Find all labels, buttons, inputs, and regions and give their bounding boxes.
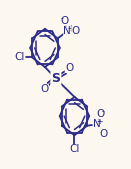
Text: O: O [60,16,69,26]
Text: Cl: Cl [15,53,25,63]
Text: -: - [61,14,64,23]
Text: S: S [51,72,60,85]
Text: +: + [67,24,73,33]
Text: O: O [96,109,105,119]
Text: N: N [93,119,100,129]
Text: O: O [72,26,80,36]
Text: -: - [101,107,104,116]
Text: O: O [99,129,108,139]
Text: O: O [65,63,73,73]
Text: Cl: Cl [69,144,80,154]
Text: O: O [40,84,49,94]
Text: N: N [64,26,71,36]
Text: +: + [96,117,103,126]
